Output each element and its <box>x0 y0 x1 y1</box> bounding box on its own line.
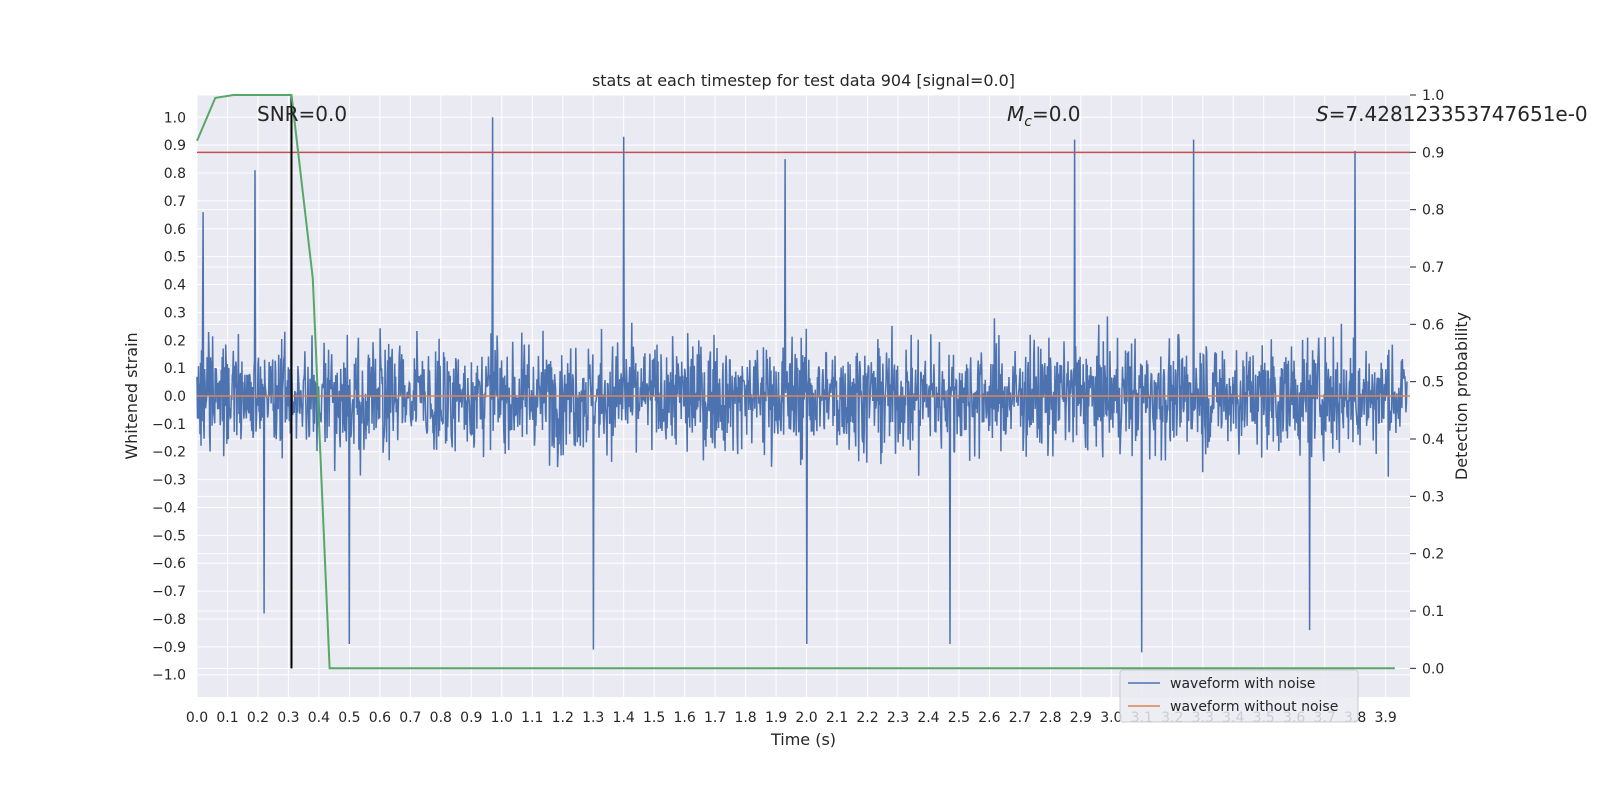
y-tick-label: −0.4 <box>152 500 186 516</box>
series-waveform-with-noise <box>196 117 1408 653</box>
x-tick-label: 0.4 <box>308 710 330 726</box>
y2-axis-title: Detection probability <box>1452 312 1471 480</box>
x-tick-label: 2.7 <box>1009 710 1031 726</box>
y-tick-label: 0.1 <box>164 361 186 377</box>
y-tick-label: −0.9 <box>152 640 186 656</box>
y-tick-labels: 1.0 0.9 0.8 0.7 0.6 0.5 0.4 0.3 0.2 0.1 0.0 −0.1 −0.… <box>152 110 186 683</box>
y-axis-title: Whitened strain <box>122 332 141 459</box>
y2-tick-label: 0.9 <box>1422 145 1444 161</box>
y-tick-label: 0.4 <box>164 278 186 294</box>
x-tick-label: 1.7 <box>704 710 726 726</box>
x-tick-label: 2.5 <box>948 710 970 726</box>
y-tick-label: −0.2 <box>152 445 186 461</box>
y2-tick-label: 0.0 <box>1422 661 1444 677</box>
y-tick-label: −0.8 <box>152 612 186 628</box>
legend-label-with-noise: waveform with noise <box>1170 676 1315 692</box>
y-tick-label: 0.8 <box>164 166 186 182</box>
y2-tick-label: 0.2 <box>1422 547 1444 563</box>
y-tick-label: 0.0 <box>164 389 186 405</box>
y-tick-label: 0.7 <box>164 194 186 210</box>
mc-symbol: M <box>1007 102 1024 126</box>
x-tick-label: 0.2 <box>247 710 269 726</box>
x-tick-label: 0.5 <box>338 710 360 726</box>
x-tick-label: 2.2 <box>856 710 878 726</box>
legend-frame <box>1119 669 1359 723</box>
y2-tick-label: 0.1 <box>1422 604 1444 620</box>
x-tick-label: 1.3 <box>582 710 604 726</box>
y2-tick-label: 0.3 <box>1422 489 1444 505</box>
y-tick-label: 0.6 <box>164 222 186 238</box>
x-tick-label: 2.1 <box>826 710 848 726</box>
x-axis-title: Time (s) <box>770 730 836 749</box>
x-tick-label: 0.6 <box>369 710 391 726</box>
x-tick-label: 2.4 <box>917 710 939 726</box>
y-tick-label: −0.6 <box>152 556 186 572</box>
x-tick-label: 0.1 <box>216 710 238 726</box>
s-annotation: S=7.428123353747651e-0 <box>1316 102 1588 126</box>
x-tick-label: 1.6 <box>674 710 696 726</box>
y-tick-label: −0.3 <box>152 473 186 489</box>
y2-tick-label: 1.0 <box>1422 88 1444 104</box>
y-tick-label: 0.2 <box>164 333 186 349</box>
x-tick-label: 2.0 <box>795 710 817 726</box>
y2-tick-label: 0.4 <box>1422 432 1444 448</box>
y-tick-label: 0.5 <box>164 250 186 266</box>
s-value: =7.428123353747651e-0 <box>1329 102 1588 126</box>
x-tick-label: 0.0 <box>186 710 208 726</box>
x-tick-label: 1.8 <box>734 710 756 726</box>
waveform-with-noise-line <box>196 117 1408 653</box>
x-tick-label: 2.8 <box>1039 710 1061 726</box>
x-tick-label: 0.8 <box>430 710 452 726</box>
legend: waveform with noise waveform without noi… <box>1119 669 1359 723</box>
mc-value: =0.0 <box>1032 102 1081 126</box>
x-tick-label: 3.9 <box>1374 710 1396 726</box>
x-tick-label: 1.1 <box>521 710 543 726</box>
x-tick-label: 0.9 <box>460 710 482 726</box>
y-tick-label: −0.5 <box>152 528 186 544</box>
y-tick-label: 1.0 <box>164 110 186 126</box>
s-symbol: S <box>1316 102 1329 126</box>
y2-tick-label: 0.7 <box>1422 260 1444 276</box>
y-tick-label: −0.7 <box>152 584 186 600</box>
y-tick-label: −0.1 <box>152 417 186 433</box>
chart-title: stats at each timestep for test data 904… <box>592 71 1015 90</box>
x-tick-label: 2.3 <box>887 710 909 726</box>
y-tick-label: 0.3 <box>164 305 186 321</box>
x-tick-label: 1.2 <box>552 710 574 726</box>
overlay-lines <box>196 94 1410 670</box>
x-tick-label: 2.6 <box>978 710 1000 726</box>
legend-label-without-noise: waveform without noise <box>1170 699 1338 715</box>
x-tick-label: 3.0 <box>1100 710 1122 726</box>
detection-probability-line <box>196 94 1395 670</box>
x-tick-label: 2.9 <box>1070 710 1092 726</box>
x-tick-label: 1.4 <box>613 710 635 726</box>
x-tick-label: 0.3 <box>277 710 299 726</box>
chirp-mass-annotation: Mc=0.0 <box>1007 102 1081 130</box>
y2-tick-label: 0.5 <box>1422 375 1444 391</box>
y2-tick-label: 0.8 <box>1422 203 1444 219</box>
x-tick-label: 1.0 <box>491 710 513 726</box>
y2-tick-label: 0.6 <box>1422 317 1444 333</box>
y2-tick-labels: 1.0 0.9 0.8 0.7 0.6 0.5 0.4 0.3 0.2 0.1 0.0 <box>1410 88 1444 677</box>
x-tick-label: 1.5 <box>643 710 665 726</box>
mc-subscript: c <box>1024 114 1032 130</box>
y-tick-label: −1.0 <box>152 668 186 684</box>
x-tick-label: 1.9 <box>765 710 787 726</box>
x-tick-label: 0.7 <box>399 710 421 726</box>
snr-annotation: SNR=0.0 <box>257 102 347 126</box>
y-tick-label: 0.9 <box>164 138 186 154</box>
